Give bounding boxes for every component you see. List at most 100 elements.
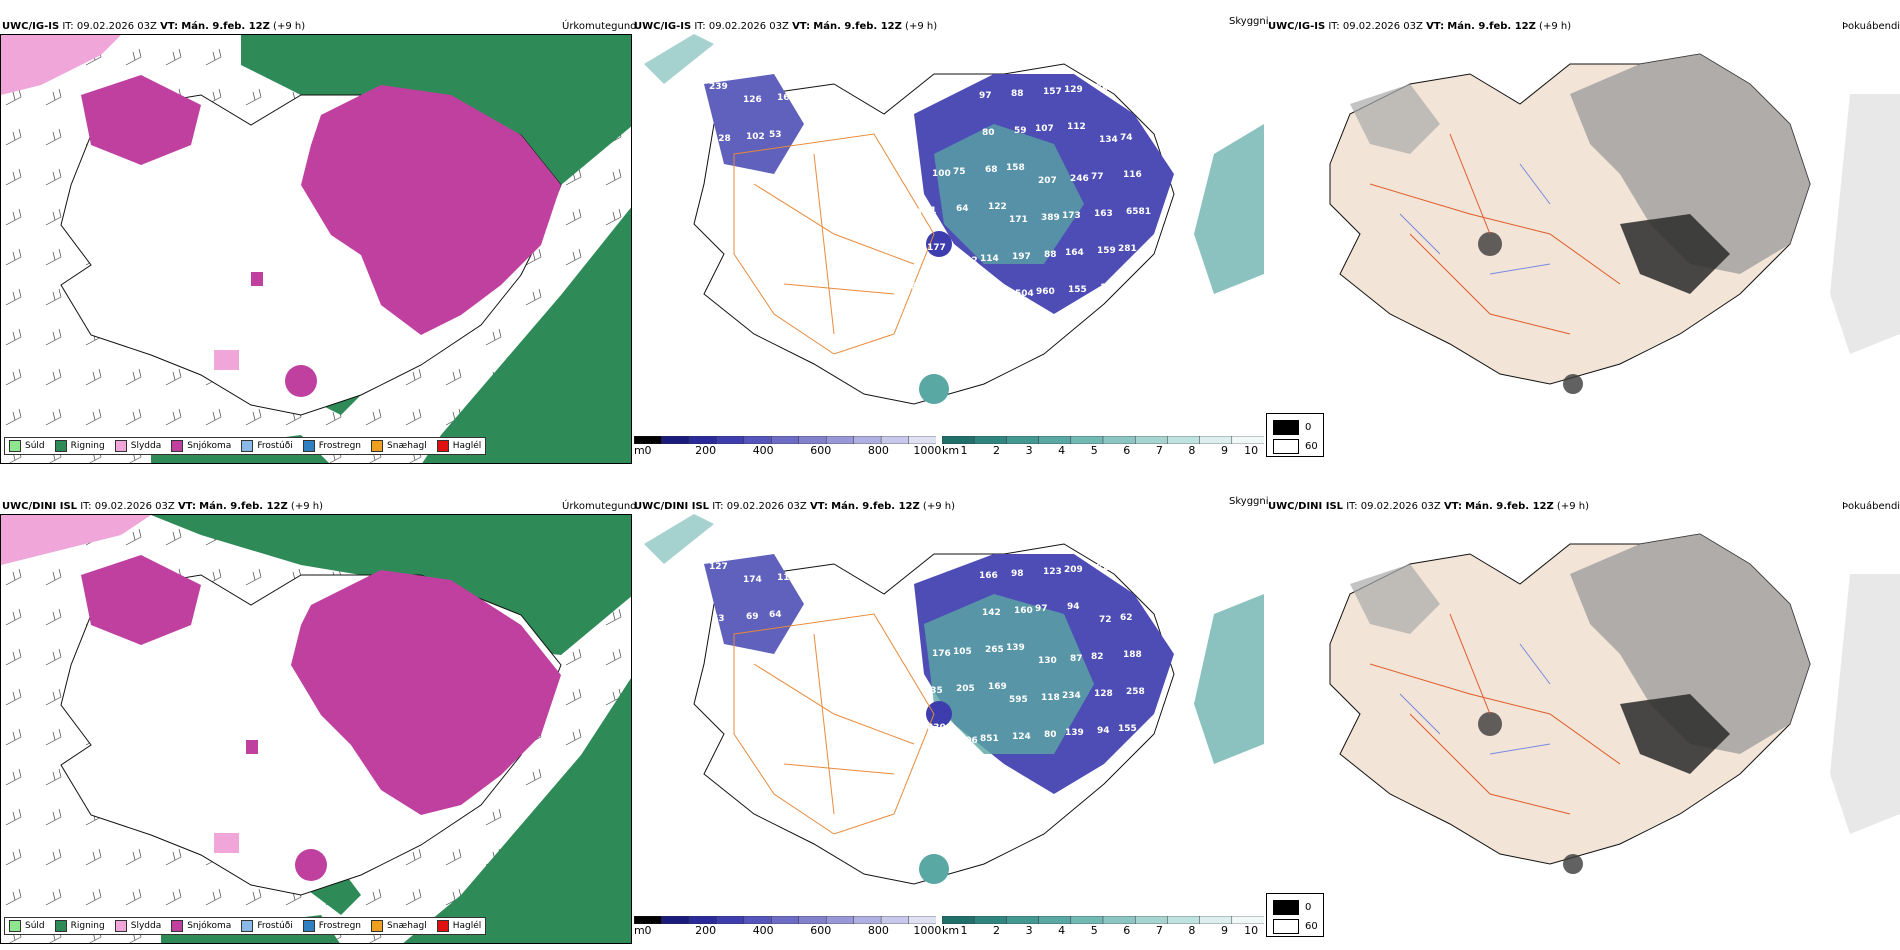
it-value: 09.02.2026 03Z bbox=[726, 501, 807, 512]
cloud-base-label: 128 bbox=[1094, 689, 1113, 699]
colorbar-swatch bbox=[688, 436, 718, 444]
colorbar-swatch bbox=[743, 916, 773, 924]
colorbar-swatch bbox=[771, 436, 800, 444]
cloud-base-label: 630 bbox=[927, 723, 946, 733]
legend-swatch bbox=[371, 440, 384, 452]
legend-label: Slydda bbox=[130, 921, 162, 931]
height-tick: 1000 bbox=[913, 444, 942, 457]
height-tick: 200 bbox=[695, 924, 717, 937]
vis-tick: 10 bbox=[1244, 444, 1259, 457]
vis-tick: 5 bbox=[1090, 444, 1098, 457]
cloud-labels: 127 174 116 166 98 123 209 82 80 63 69 64 142 160 97 94… bbox=[709, 562, 1145, 746]
cloud-base-label: 75 bbox=[953, 167, 966, 177]
cloud-map-top: 239 126 166 97 88 157 129 74 90 128 102 53 80 59 107 11… bbox=[634, 34, 1264, 434]
it-label: IT: bbox=[62, 21, 74, 32]
cloud-map-svg: 127 174 116 166 98 123 209 82 80 63 69 64 142 160 97 94… bbox=[644, 514, 1264, 885]
cloud-base-label: 174 bbox=[743, 575, 762, 585]
fog-value: 0 bbox=[1305, 422, 1312, 433]
legend-item: Haglél bbox=[436, 920, 481, 932]
cloud-base-label: 64 bbox=[956, 204, 969, 214]
fog-map-svg bbox=[1329, 533, 1900, 874]
colorbar-swatch bbox=[1167, 436, 1201, 444]
cloud-base-label: 851 bbox=[980, 734, 999, 744]
cloud-base-label: 158 bbox=[1006, 163, 1025, 173]
cloud-base-label: 127 bbox=[709, 562, 728, 572]
height-tick: 0 bbox=[644, 444, 652, 457]
height-tick: 400 bbox=[752, 444, 774, 457]
cloud-base-label: 163 bbox=[1094, 209, 1113, 219]
legend-item: Snjókoma bbox=[171, 440, 231, 452]
fog-header-top: UWC/IG-IS IT: 09.02.2026 03Z VT: Mán. 9.… bbox=[1268, 21, 1571, 33]
cloud-base-label: 139 bbox=[1065, 728, 1084, 738]
cloud-base-label: 208 bbox=[930, 295, 949, 305]
legend-swatch bbox=[371, 920, 384, 932]
legend-swatch bbox=[114, 440, 127, 452]
vis-colorbar-top: km 1 2 3 4 5 6 7 8 9 10 bbox=[942, 436, 1264, 458]
cloud-base-label: 129 bbox=[1064, 85, 1083, 95]
cloud-base-label: 124 bbox=[1012, 732, 1031, 742]
legend-label: Rigning bbox=[70, 921, 105, 931]
legend-label: Frostúði bbox=[257, 921, 293, 931]
it-value: 09.02.2026 03Z bbox=[1360, 501, 1441, 512]
fog-legend-item: 60 bbox=[1273, 439, 1318, 454]
legend-item: Frostregn bbox=[302, 920, 361, 932]
vis-colorbar-svg bbox=[942, 916, 1264, 924]
cloud-base-label: 960 bbox=[1036, 287, 1055, 297]
cloud-base-label: 116 bbox=[777, 573, 796, 583]
height-unit: m bbox=[634, 924, 645, 937]
cloud-base-label: 114 bbox=[980, 254, 999, 264]
cloud-base-label: 64 bbox=[769, 610, 782, 620]
lead-time: (+9 h) bbox=[290, 501, 323, 512]
colorbar-swatch bbox=[1070, 916, 1104, 924]
it-label: IT: bbox=[1346, 501, 1358, 512]
cloud-base-label: 142 bbox=[982, 608, 1001, 618]
cloud-base-label: 82 bbox=[1096, 563, 1109, 573]
vt-label: VT: bbox=[160, 21, 179, 32]
colorbar-swatch bbox=[634, 436, 663, 444]
vis-unit: km bbox=[942, 444, 960, 457]
vis-tick: 10 bbox=[1244, 924, 1259, 937]
cloud-base-label: 112 bbox=[1067, 122, 1086, 132]
cloud-base-label: 122 bbox=[988, 202, 1007, 212]
vt-value: Mán. 9.feb. 12Z bbox=[199, 501, 288, 512]
legend-label: Súld bbox=[25, 441, 45, 451]
cloud-base-label: 258 bbox=[1126, 687, 1145, 697]
precip-legend-top: Súld Rigning Slydda Snjókoma Frostúði Fr… bbox=[4, 437, 487, 455]
cloud-base-label: 95 bbox=[903, 688, 916, 698]
cloud-base-label: 80 bbox=[1128, 576, 1141, 586]
fog-map-top bbox=[1290, 34, 1900, 434]
vis-tick: 2 bbox=[993, 924, 1001, 937]
legend-label: Súld bbox=[25, 921, 45, 931]
colorbar-swatch bbox=[716, 916, 745, 924]
colorbar-swatch bbox=[661, 436, 690, 444]
cloud-base-label: 160 bbox=[1014, 606, 1033, 616]
vis-tick: 4 bbox=[1058, 444, 1066, 457]
legend-swatch bbox=[241, 440, 254, 452]
legend-item: Súld bbox=[9, 440, 45, 452]
legend-item: Rigning bbox=[54, 920, 105, 932]
it-value: 09.02.2026 03Z bbox=[76, 21, 157, 32]
colorbar-swatch bbox=[634, 916, 663, 924]
cloud-base-label: 265 bbox=[985, 645, 1004, 655]
cloud-base-label: 134 bbox=[1099, 135, 1118, 145]
legend-swatch bbox=[302, 920, 315, 932]
height-tick: 600 bbox=[810, 444, 832, 457]
colorbar-swatch bbox=[1102, 436, 1136, 444]
colorbar-swatch bbox=[1199, 436, 1233, 444]
colorbar-swatch bbox=[1199, 916, 1233, 924]
fog-legend-item: 60 bbox=[1273, 919, 1318, 934]
cloud-base-label: 88 bbox=[1044, 250, 1057, 260]
precip-title-bottom: Úrkomutegund bbox=[562, 501, 637, 512]
fog-header-bottom: UWC/DINI ISL IT: 09.02.2026 03Z VT: Mán.… bbox=[1268, 501, 1589, 513]
colorbar-swatch bbox=[942, 436, 975, 444]
legend-swatch bbox=[241, 920, 254, 932]
colorbar-swatch bbox=[688, 916, 718, 924]
cloud-base-label: 606 bbox=[959, 736, 978, 746]
cloud-base-label: 80 bbox=[1044, 730, 1057, 740]
legend-label: Slydda bbox=[130, 441, 162, 451]
cloud-base-label: 90 bbox=[1128, 96, 1141, 106]
vis-tick: 1 bbox=[960, 924, 968, 937]
cloud-base-label: 504 bbox=[1015, 289, 1034, 299]
legend-item: Slydda bbox=[114, 440, 162, 452]
colorbar-swatch bbox=[771, 916, 800, 924]
